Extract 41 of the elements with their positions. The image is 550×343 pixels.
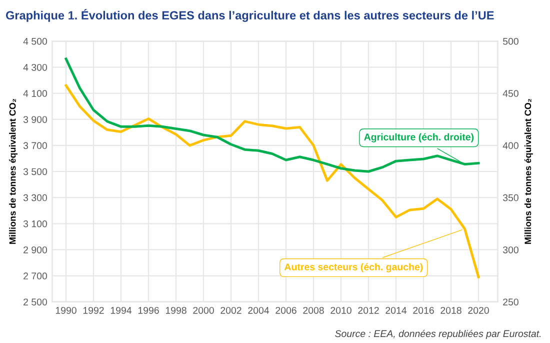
x-tick-label: 2010 bbox=[330, 306, 352, 314]
y-tick-label: 4 500 bbox=[23, 38, 48, 45]
y-tick-label: 3 500 bbox=[23, 168, 48, 176]
y-tick-label: 3 300 bbox=[23, 194, 48, 202]
x-tick-label: 2006 bbox=[276, 306, 296, 314]
text: Autres secteurs (éch. gauche) bbox=[284, 263, 423, 272]
y-tick-label: 3 100 bbox=[23, 220, 48, 228]
y2-tick-label: 350 bbox=[502, 194, 518, 202]
x-tick-label: 1992 bbox=[83, 306, 104, 314]
y-tick-label: 2 700 bbox=[24, 272, 48, 280]
chart-title: Graphique 1. Évolution des EGES dans l’agriculture et dans les autres secteurs de l’UE bbox=[6, 8, 494, 22]
y2-tick-label: 450 bbox=[502, 90, 518, 97]
y-tick-label: 4 100 bbox=[23, 90, 48, 97]
x-tick-label: 1990 bbox=[56, 306, 76, 314]
y2-axis-title: Millions de tonnes équivalent CO₂ bbox=[524, 98, 533, 244]
y-tick-label: 3 700 bbox=[23, 142, 48, 150]
x-tick-label: 1994 bbox=[110, 306, 132, 314]
y-tick-label: 2 900 bbox=[24, 246, 48, 254]
x-tick-label: 2008 bbox=[303, 306, 324, 314]
x-tick-label: 2014 bbox=[386, 306, 407, 314]
x-tick-label: 2018 bbox=[440, 306, 462, 314]
x-tick-label: 2020 bbox=[468, 306, 489, 314]
line-series bbox=[64, 84, 480, 278]
x-tick-label: 2016 bbox=[413, 306, 434, 314]
line-series bbox=[64, 58, 480, 173]
y-tick-label: 2 500 bbox=[24, 298, 48, 306]
y-axis-title: Millions de tonnes équivalent CO₂ bbox=[9, 98, 18, 244]
x-tick-label: 2012 bbox=[358, 306, 379, 314]
x-tick-label: 1998 bbox=[166, 306, 186, 314]
y-tick-label: 4 300 bbox=[23, 64, 48, 71]
y-tick-label: 3 900 bbox=[23, 116, 48, 123]
text: Agriculture (éch. droite) bbox=[364, 133, 474, 142]
x-tick-label: 2004 bbox=[248, 306, 270, 314]
x-tick-label: 2000 bbox=[193, 306, 214, 314]
source-note: Source : EEA, données republiées par Eurostat. bbox=[335, 330, 541, 340]
x-tick-label: 1996 bbox=[138, 306, 159, 314]
y2-tick-label: 250 bbox=[503, 298, 518, 306]
y2-tick-label: 500 bbox=[503, 38, 518, 45]
y2-tick-label: 300 bbox=[502, 246, 518, 254]
y2-tick-label: 400 bbox=[502, 142, 518, 150]
x-tick-label: 2002 bbox=[220, 306, 242, 314]
